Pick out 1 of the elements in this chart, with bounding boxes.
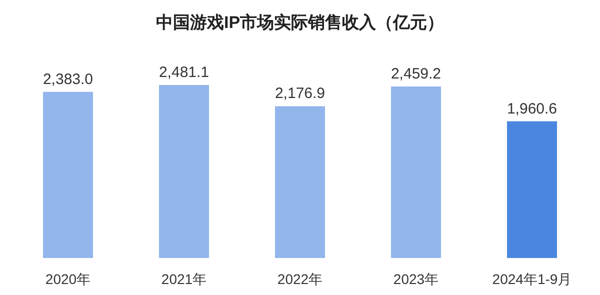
title: 中国游戏IP市场实际销售收入（亿元） [156,13,444,32]
